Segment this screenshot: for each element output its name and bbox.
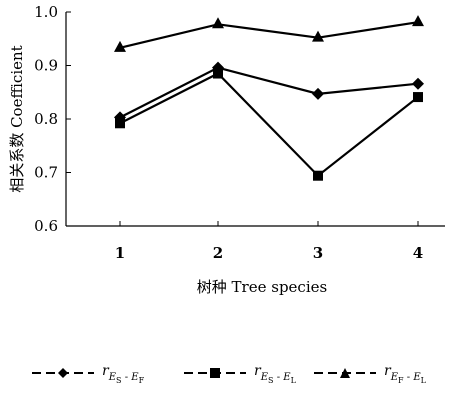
x-tick-label: 1	[115, 244, 125, 262]
y-tick-label: 1.0	[34, 3, 58, 21]
data-point-square	[213, 68, 223, 79]
x-tick-label: 4	[413, 244, 423, 262]
x-axis-title: 树种 Tree species	[197, 278, 327, 296]
legend-label-1: rES - EF	[102, 363, 145, 385]
legend-swatch-triangle	[314, 368, 376, 378]
legend-swatch-diamond	[32, 368, 94, 378]
data-point-triangle	[212, 17, 224, 29]
data-point-square	[115, 118, 125, 129]
series-line-diamond	[119, 66, 419, 119]
axes: 0.6 0.7 0.8 0.9 1.0 1 2 3 4	[34, 3, 445, 262]
data-point-triangle	[412, 15, 424, 27]
legend-label-2: rES - EL	[254, 363, 296, 385]
series-line-triangle	[119, 21, 419, 49]
x-tick-label: 3	[313, 244, 323, 262]
data-point-square	[413, 92, 423, 103]
line-chart: 0.6 0.7 0.8 0.9 1.0 1 2 3 4 相关系数 Coefficient 树种 …	[8, 3, 445, 296]
series-line-square	[119, 72, 419, 178]
data-point-triangle	[114, 40, 126, 52]
x-tick-label: 2	[213, 244, 223, 262]
data-point-diamond	[312, 87, 324, 100]
y-tick-label: 0.9	[34, 57, 58, 75]
legend-label-3: rEF - EL	[384, 363, 426, 385]
series-layer	[114, 15, 424, 181]
data-point-diamond	[412, 77, 424, 90]
legend: rES - EF rES - EL rEF - EL	[30, 362, 470, 394]
data-point-square	[313, 170, 323, 181]
y-axis-title: 相关系数 Coefficient	[8, 45, 26, 192]
y-tick-label: 0.6	[34, 217, 58, 235]
legend-swatch-square	[184, 368, 246, 378]
y-tick-label: 0.7	[34, 164, 58, 182]
y-tick-label: 0.8	[34, 110, 58, 128]
data-point-triangle	[312, 30, 324, 42]
